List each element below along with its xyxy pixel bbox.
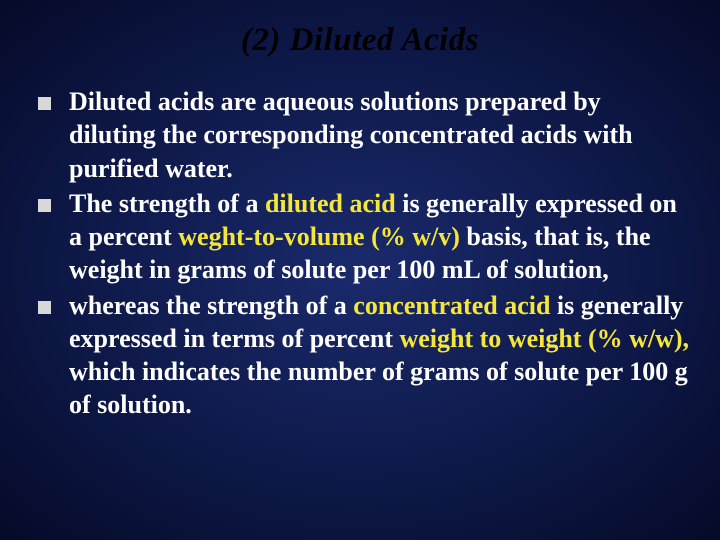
list-item: whereas the strength of a concentrated a… — [30, 289, 690, 422]
text-run: Diluted acids are aqueous solutions prep… — [69, 87, 633, 183]
square-bullet-icon — [38, 199, 51, 212]
text-run: whereas the strength of a — [69, 291, 353, 320]
list-item: The strength of a diluted acid is genera… — [30, 187, 690, 287]
highlight-text: diluted acid — [265, 189, 396, 218]
list-item: Diluted acids are aqueous solutions prep… — [30, 85, 690, 185]
square-bullet-icon — [38, 97, 51, 110]
slide-title: (2) Diluted Acids — [30, 22, 690, 59]
highlight-text: concentrated acid — [353, 291, 550, 320]
text-run: which indicates the number of grams of s… — [69, 357, 688, 419]
bullet-text: Diluted acids are aqueous solutions prep… — [69, 85, 690, 185]
highlight-text: weght-to-volume (% w/v) — [178, 222, 460, 251]
highlight-text: weight to weight (% w/w), — [399, 324, 689, 353]
bullet-text: The strength of a diluted acid is genera… — [69, 187, 690, 287]
text-run: The strength of a — [69, 189, 265, 218]
square-bullet-icon — [38, 301, 51, 314]
bullet-text: whereas the strength of a concentrated a… — [69, 289, 690, 422]
bullet-list: Diluted acids are aqueous solutions prep… — [30, 85, 690, 422]
